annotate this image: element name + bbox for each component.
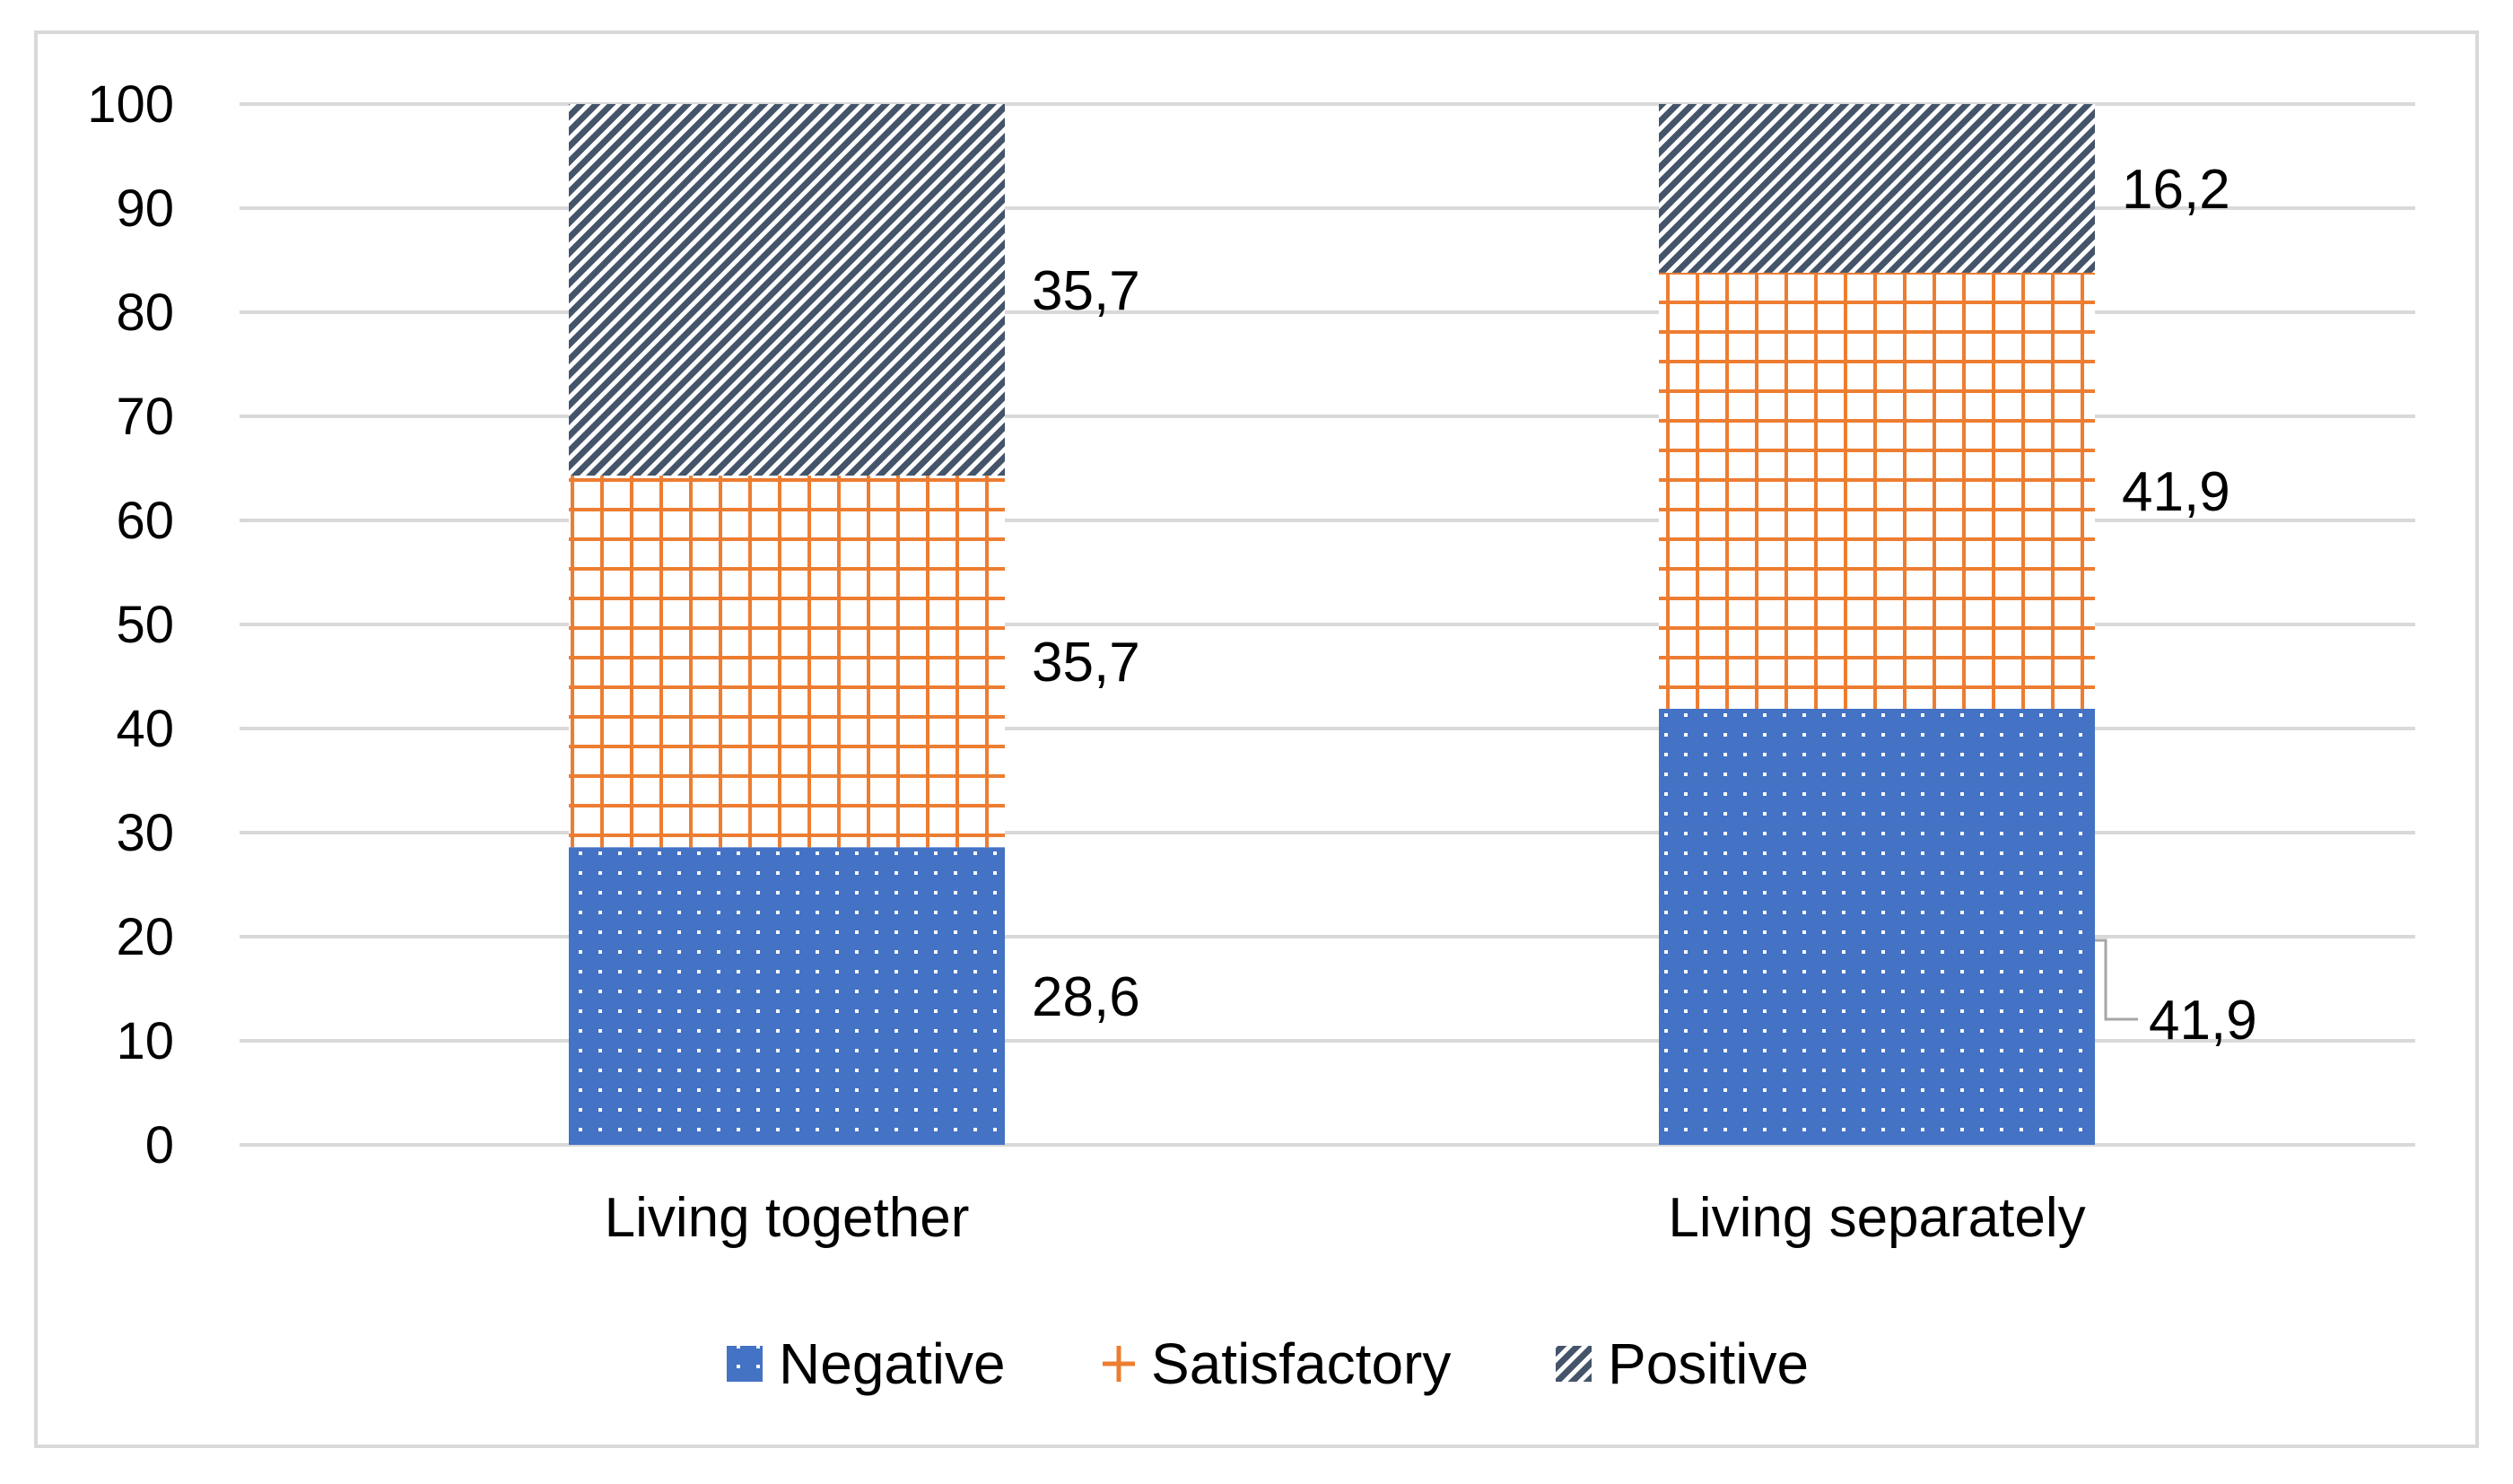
stacked-bar-chart: 0 10 20 30 40 50 60 70 80 90 100 28,6 35,7 35,7 41,9 4… [87,75,2415,1396]
x-category-label: Living together [605,1187,970,1249]
legend: Negative Satisfactory Positive [727,1331,1809,1396]
y-tick-label: 50 [116,596,174,654]
bar-satisfactory-1 [569,476,1005,848]
y-tick-label: 100 [87,75,174,134]
bar-positive-1 [569,104,1005,476]
data-labels: 28,6 35,7 35,7 41,9 41,9 16,2 [1032,159,2257,1052]
data-label: 41,9 [2149,990,2257,1052]
legend-swatch-positive [1556,1346,1592,1382]
y-tick-label: 70 [116,388,174,446]
y-tick-label: 90 [116,179,174,238]
x-category-label: Living separately [1668,1187,2085,1249]
y-tick-label: 80 [116,284,174,342]
legend-label-satisfactory: Satisfactory [1151,1331,1451,1396]
y-tick-label: 0 [145,1116,174,1174]
legend-label-negative: Negative [779,1331,1006,1396]
legend-swatch-negative [727,1346,763,1382]
bar-negative-1 [569,847,1005,1145]
bar-negative-2 [1659,708,2095,1145]
bars [569,104,2095,1145]
y-tick-label: 20 [116,908,174,966]
chart-frame: 0 10 20 30 40 50 60 70 80 90 100 28,6 35,7 35,7 41,9 4… [34,31,2479,1448]
y-tick-label: 30 [116,804,174,862]
data-label: 35,7 [1032,260,1140,322]
leader-line [2095,938,2138,1021]
x-axis-category-labels: Living together Living separately [605,1187,2086,1249]
data-label: 41,9 [2122,461,2230,523]
data-label: 28,6 [1032,966,1140,1028]
legend-swatch-satisfactory [1103,1346,1135,1382]
y-tick-label: 10 [116,1012,174,1070]
y-axis-tick-labels: 0 10 20 30 40 50 60 70 80 90 100 [87,75,174,1174]
bar-satisfactory-2 [1659,272,2095,709]
data-label: 35,7 [1032,632,1140,694]
y-tick-label: 40 [116,700,174,758]
y-tick-label: 60 [116,492,174,550]
bar-positive-2 [1659,104,2095,273]
data-label: 16,2 [2122,159,2230,221]
legend-label-positive: Positive [1608,1331,1809,1396]
